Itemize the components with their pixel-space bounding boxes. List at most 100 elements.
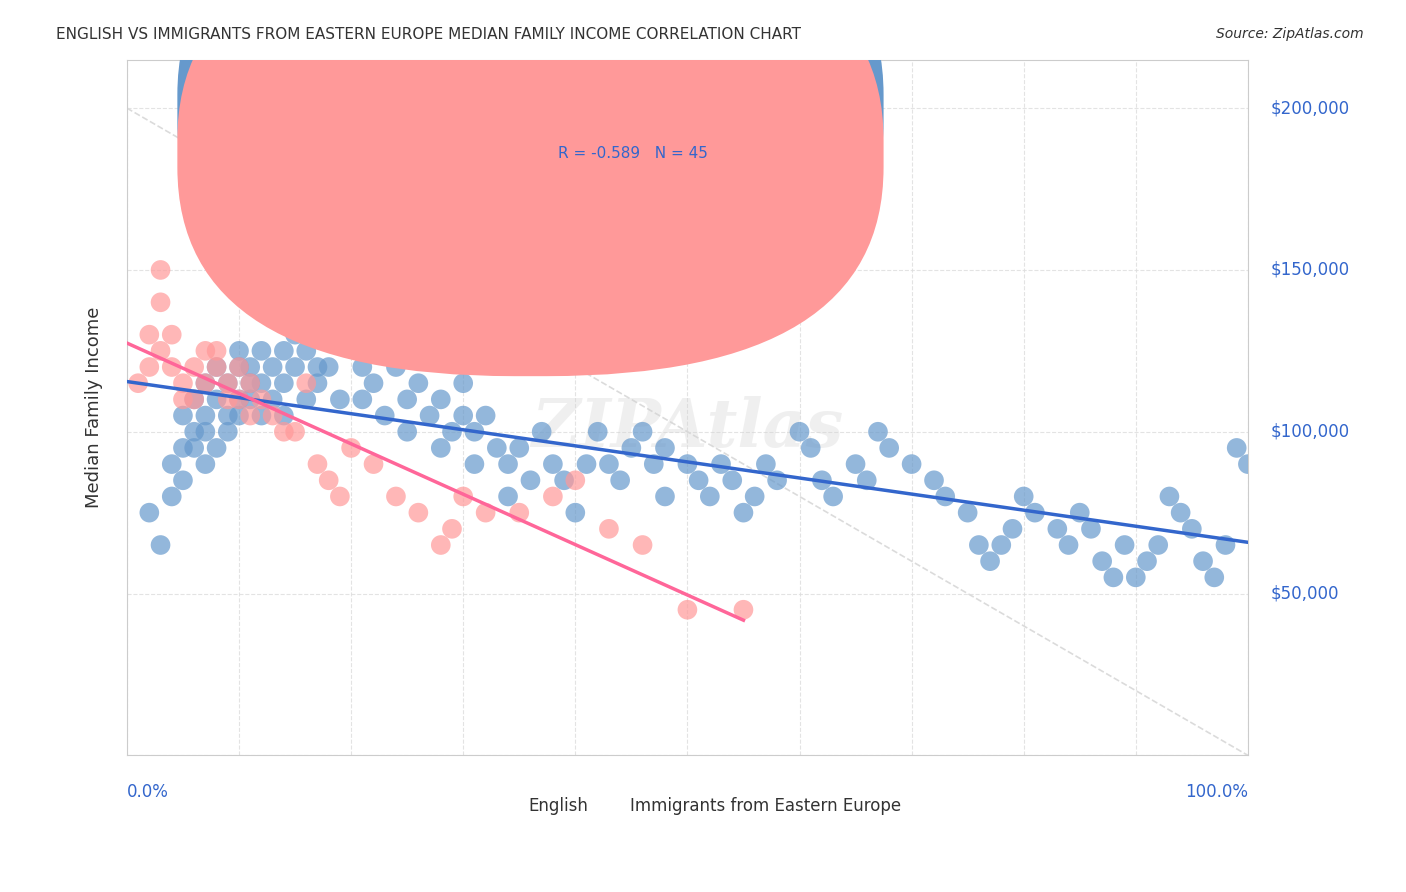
Point [352, 392, 374, 407]
Point [295, 376, 318, 391]
Point [721, 473, 744, 487]
Point [228, 359, 250, 374]
Point [239, 409, 262, 423]
Point [183, 359, 205, 374]
Point [900, 457, 922, 471]
Point [160, 457, 183, 471]
FancyBboxPatch shape [508, 781, 547, 806]
Point [250, 392, 273, 407]
Point [496, 457, 519, 471]
Point [710, 457, 733, 471]
Point [284, 359, 307, 374]
Point [363, 457, 385, 471]
Point [329, 392, 352, 407]
Point [307, 457, 329, 471]
Point [172, 409, 194, 423]
Point [194, 376, 217, 391]
Point [172, 376, 194, 391]
Point [451, 490, 474, 504]
Point [172, 473, 194, 487]
Point [205, 392, 228, 407]
Point [262, 359, 284, 374]
Point [564, 473, 586, 487]
Point [318, 327, 340, 342]
Point [419, 409, 441, 423]
Point [967, 538, 990, 552]
Point [239, 376, 262, 391]
Point [1204, 570, 1226, 584]
Point [194, 457, 217, 471]
Point [239, 392, 262, 407]
Point [160, 490, 183, 504]
Point [250, 343, 273, 358]
Point [396, 425, 419, 439]
Point [340, 441, 363, 455]
Point [239, 359, 262, 374]
FancyBboxPatch shape [177, 0, 883, 376]
Text: 100.0%: 100.0% [1185, 783, 1249, 801]
Point [172, 392, 194, 407]
Point [1114, 538, 1136, 552]
Point [631, 425, 654, 439]
Point [205, 359, 228, 374]
Point [451, 376, 474, 391]
Point [205, 343, 228, 358]
Point [340, 246, 363, 260]
Point [440, 425, 463, 439]
Point [1024, 506, 1046, 520]
Point [273, 343, 295, 358]
Point [654, 490, 676, 504]
Point [183, 392, 205, 407]
FancyBboxPatch shape [177, 0, 883, 331]
Point [979, 554, 1001, 568]
Point [1237, 457, 1260, 471]
Point [699, 490, 721, 504]
Point [922, 473, 945, 487]
Point [676, 603, 699, 617]
Point [194, 425, 217, 439]
Point [586, 425, 609, 439]
Point [620, 441, 643, 455]
Point [845, 457, 868, 471]
Text: Source: ZipAtlas.com: Source: ZipAtlas.com [1216, 27, 1364, 41]
Point [408, 376, 430, 391]
Point [430, 392, 453, 407]
Point [688, 473, 710, 487]
Point [250, 376, 273, 391]
Point [598, 522, 620, 536]
Point [855, 473, 877, 487]
Point [541, 490, 564, 504]
Text: $50,000: $50,000 [1271, 584, 1339, 603]
Point [374, 409, 396, 423]
Point [228, 392, 250, 407]
Point [228, 392, 250, 407]
Point [217, 409, 239, 423]
Point [1091, 554, 1114, 568]
Point [138, 327, 160, 342]
Point [340, 214, 363, 228]
Point [149, 343, 172, 358]
Point [508, 506, 530, 520]
Point [307, 359, 329, 374]
Point [463, 457, 485, 471]
Point [273, 376, 295, 391]
Point [823, 490, 845, 504]
Point [127, 376, 149, 391]
Point [228, 409, 250, 423]
Point [1170, 506, 1192, 520]
Point [430, 441, 453, 455]
Point [934, 490, 956, 504]
Point [228, 359, 250, 374]
Point [217, 376, 239, 391]
Text: R = -0.223   N = 148: R = -0.223 N = 148 [558, 101, 718, 116]
Point [1102, 570, 1125, 584]
Point [138, 506, 160, 520]
Point [295, 343, 318, 358]
Point [318, 359, 340, 374]
Point [1136, 554, 1159, 568]
Point [1046, 522, 1069, 536]
Point [408, 506, 430, 520]
Point [228, 343, 250, 358]
Text: ZIPAtlas: ZIPAtlas [531, 396, 844, 461]
Point [149, 538, 172, 552]
